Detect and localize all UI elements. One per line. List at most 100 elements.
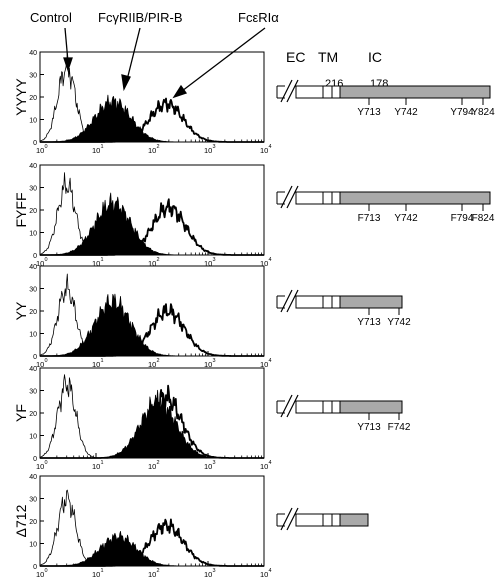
site-label: F824 — [472, 213, 495, 224]
panel-label: YYYY — [13, 78, 29, 116]
x-tick-label: 10 — [260, 259, 268, 268]
ec-tm-box — [295, 191, 341, 205]
ec-tm-box — [295, 85, 341, 99]
ec-tm-box — [295, 295, 341, 309]
break-mark-2 — [286, 289, 299, 313]
y-tick-label: 30 — [29, 186, 37, 193]
y-tick-label: 20 — [29, 95, 37, 102]
y-tick-label: 30 — [29, 389, 37, 396]
fcgr-arrow-line — [126, 27, 141, 81]
x-tick-exponent: 0 — [45, 144, 48, 150]
x-tick-exponent: 2 — [157, 568, 160, 574]
break-mark-2 — [286, 394, 299, 418]
x-tick-label: 10 — [148, 360, 156, 369]
y-tick-label: 10 — [29, 231, 37, 238]
x-tick-label: 10 — [36, 360, 44, 369]
break-mark-1 — [280, 394, 293, 418]
y-tick-label: 30 — [29, 287, 37, 294]
x-tick-label: 10 — [204, 462, 212, 471]
x-tick-label: 10 — [36, 146, 44, 155]
x-tick-exponent: 4 — [269, 568, 272, 574]
x-tick-exponent: 1 — [101, 358, 104, 364]
x-tick-label: 10 — [92, 259, 100, 268]
panel-label: Δ712 — [13, 504, 29, 537]
histogram-fc-ri- — [39, 97, 265, 143]
x-tick-exponent: 1 — [101, 144, 104, 150]
y-tick-label: 20 — [29, 309, 37, 316]
x-tick-label: 10 — [92, 146, 100, 155]
y-tick-label: 0 — [33, 456, 37, 463]
y-tick-label: 0 — [33, 354, 37, 361]
x-tick-label: 10 — [204, 146, 212, 155]
x-tick-exponent: 0 — [45, 568, 48, 574]
ic-box — [339, 191, 491, 205]
x-tick-label: 10 — [36, 462, 44, 471]
break-mark-2 — [286, 507, 299, 531]
ic-box — [339, 85, 491, 99]
histogram-fc-riib-pir-b — [39, 389, 265, 459]
panel-label: YF — [13, 404, 29, 422]
panel-frame — [39, 265, 265, 357]
x-tick-label: 10 — [148, 570, 156, 579]
site-label: Y742 — [394, 213, 418, 224]
panel-frame — [39, 475, 265, 567]
break-mark-2 — [286, 185, 299, 209]
x-tick-exponent: 4 — [269, 144, 272, 150]
y-tick-label: 40 — [29, 163, 37, 170]
y-tick-label: 40 — [29, 366, 37, 373]
y-tick-label: 30 — [29, 73, 37, 80]
y-tick-label: 40 — [29, 474, 37, 481]
y-tick-label: 40 — [29, 50, 37, 57]
x-tick-label: 10 — [260, 570, 268, 579]
x-tick-exponent: 3 — [213, 460, 216, 466]
y-tick-label: 20 — [29, 519, 37, 526]
x-tick-label: 10 — [92, 570, 100, 579]
x-tick-exponent: 0 — [45, 358, 48, 364]
site-label: F742 — [388, 422, 411, 433]
panel-frame — [39, 51, 265, 143]
histogram-fc-ri- — [39, 518, 265, 567]
site-label: F713 — [358, 213, 381, 224]
histogram-control — [39, 172, 264, 256]
x-tick-exponent: 2 — [157, 257, 160, 263]
x-tick-exponent: 4 — [269, 460, 272, 466]
ec-tm-box — [295, 513, 341, 527]
site-label: Y713 — [357, 317, 381, 328]
x-tick-exponent: 0 — [45, 460, 48, 466]
histogram-control — [39, 489, 264, 567]
x-tick-exponent: 2 — [157, 144, 160, 150]
histogram-control — [39, 52, 264, 143]
site-label: Y713 — [357, 107, 381, 118]
y-tick-label: 20 — [29, 411, 37, 418]
x-tick-exponent: 3 — [213, 358, 216, 364]
x-tick-label: 10 — [92, 462, 100, 471]
break-mark-1 — [280, 185, 293, 209]
site-label: Y742 — [394, 107, 418, 118]
x-tick-exponent: 3 — [213, 568, 216, 574]
x-tick-label: 10 — [260, 360, 268, 369]
y-tick-label: 10 — [29, 118, 37, 125]
x-tick-exponent: 3 — [213, 257, 216, 263]
histogram-control — [39, 273, 264, 357]
x-tick-label: 10 — [92, 360, 100, 369]
fcer-label: FcεRIα — [238, 10, 279, 25]
x-tick-label: 10 — [204, 570, 212, 579]
y-tick-label: 10 — [29, 332, 37, 339]
site-label: Y742 — [387, 317, 411, 328]
y-tick-label: 0 — [33, 253, 37, 260]
x-tick-exponent: 3 — [213, 144, 216, 150]
y-tick-label: 0 — [33, 564, 37, 571]
histogram-fc-ri- — [39, 198, 265, 256]
y-tick-label: 0 — [33, 140, 37, 147]
site-label: Y824 — [471, 107, 495, 118]
fcgr-label: FcγRIIB/PIR-B — [98, 10, 183, 25]
y-tick-label: 10 — [29, 434, 37, 441]
x-tick-label: 10 — [148, 146, 156, 155]
arrows — [63, 27, 266, 99]
